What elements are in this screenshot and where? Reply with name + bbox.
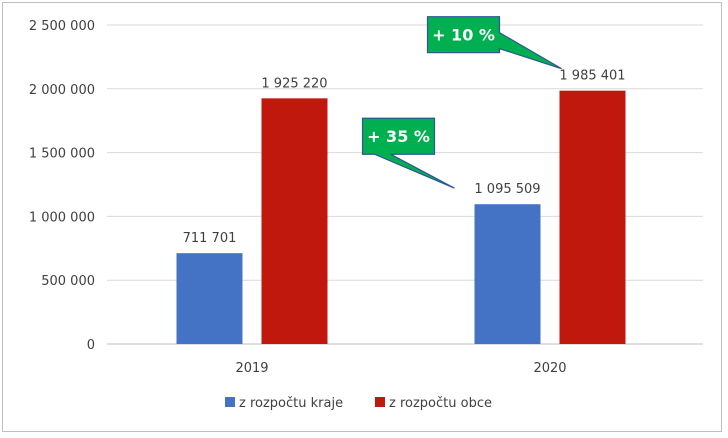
bar-2019-1 [261, 98, 328, 345]
x-axis-categories: 2019 2020 [235, 361, 566, 376]
y-tick-label: 2 500 000 [29, 19, 95, 34]
legend-label: z rozpočtu kraje [239, 396, 343, 411]
callout-bubble [426, 16, 562, 70]
callout-label: + 10 % [432, 26, 495, 45]
data-labels: 711 701 1 925 220 1 095 509 1 985 401 [183, 69, 626, 247]
y-tick-label: 1 000 000 [29, 210, 95, 225]
callout-bubble [361, 117, 455, 189]
bar-chart: 0 500 000 1 000 000 1 500 000 2 000 000 2 500… [29, 16, 703, 411]
data-label: 711 701 [183, 231, 237, 246]
y-tick-label: 500 000 [41, 274, 95, 289]
legend-swatch [375, 397, 385, 407]
legend: z rozpočtu kraje z rozpočtu obce [225, 396, 492, 411]
data-label: 1 985 401 [559, 69, 625, 84]
data-label: 1 095 509 [474, 182, 540, 197]
data-label: 1 925 220 [261, 76, 327, 91]
x-category-label: 2019 [235, 361, 268, 376]
callout-label: + 35 % [367, 127, 430, 146]
y-tick-label: 2 000 000 [29, 83, 95, 98]
y-tick-label: 1 500 000 [29, 147, 95, 162]
bars [176, 90, 626, 345]
chart-frame: 0 500 000 1 000 000 1 500 000 2 000 000 2 500… [2, 2, 722, 432]
legend-swatch [225, 397, 235, 407]
y-axis-ticks: 0 500 000 1 000 000 1 500 000 2 000 000 2 500… [29, 19, 95, 353]
bar-2020-1 [559, 90, 626, 344]
bar-2020-0 [474, 204, 541, 344]
legend-label: z rozpočtu obce [389, 396, 492, 411]
bar-2019-0 [176, 253, 243, 344]
callouts: + 35 % + 10 % [361, 16, 562, 189]
y-tick-label: 0 [87, 338, 95, 353]
x-category-label: 2020 [533, 361, 566, 376]
